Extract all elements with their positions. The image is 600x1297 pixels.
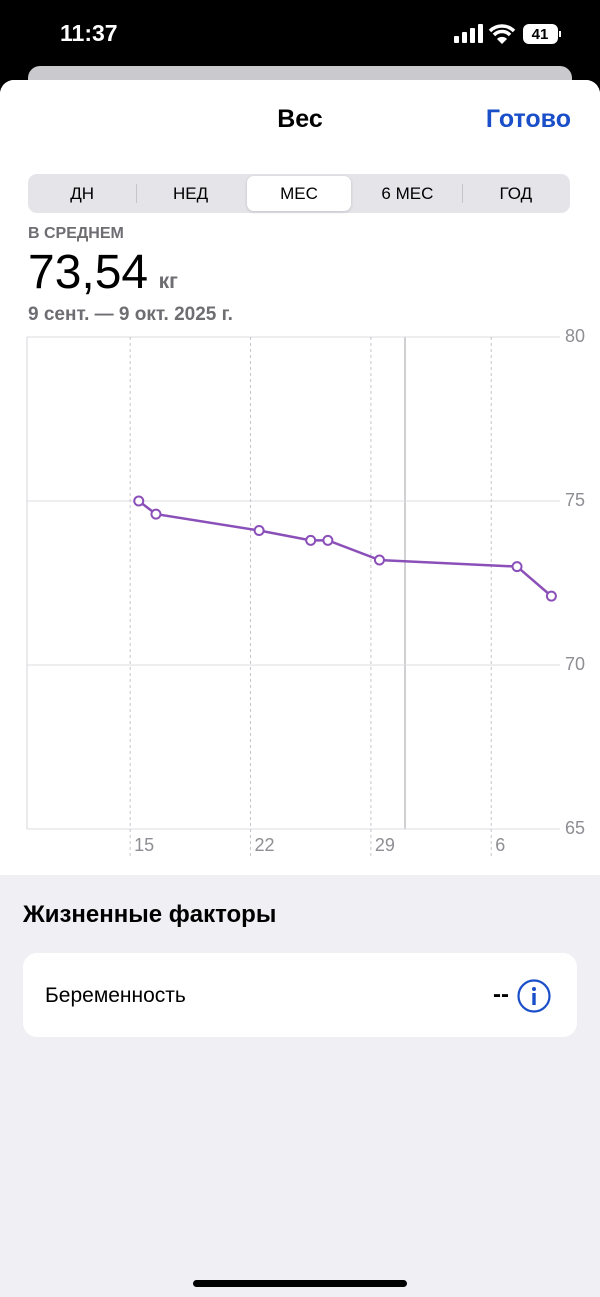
summary-value-row: 73,54 кг [28,245,178,300]
segmented-control: ДН НЕД МЕС 6 МЕС ГОД [28,174,570,213]
separator [136,184,138,203]
factors-title: Жизненные факторы [23,901,277,928]
title: Вес [277,105,323,133]
done-button[interactable]: Готово [485,105,571,133]
info-icon[interactable] [517,979,551,1013]
data-point [545,590,557,602]
y-tick-label: 70 [565,654,585,674]
time: 11:37 [60,20,118,46]
status-icons: 41 [454,24,561,44]
y-tick-label: 80 [565,326,585,346]
x-tick-label: 29 [375,835,395,855]
factor-row[interactable]: Беременность -- [23,953,577,1037]
factor-value: -- [493,981,509,1008]
segment[interactable]: ГОД [499,184,533,203]
summary-label: В СРЕДНЕМ [28,225,124,242]
segment[interactable]: ДН [70,184,95,203]
data-point [322,534,334,546]
data-point [253,525,265,537]
x-tick-label: 15 [134,835,154,855]
data-point [511,561,523,573]
x-tick-label: 22 [255,835,275,855]
factor-label: Беременность [45,984,186,1007]
data-point [133,495,145,507]
data-point [373,554,385,566]
y-tick-label: 75 [565,490,585,510]
segment[interactable]: 6 МЕС [381,184,434,203]
summary-range: 9 сент. — 9 окт. 2025 г. [28,304,233,325]
segment[interactable]: МЕС [246,176,352,211]
sheet: Вес Готово ДН НЕД МЕС 6 МЕС ГОД В СРЕДНЕМ 73… [0,80,600,1297]
separator [461,184,463,203]
data-point [305,534,317,546]
summary-unit: кг [158,270,178,293]
data-point [150,508,162,520]
summary-value: 73,54 [28,246,149,299]
chart: 65 70 75 80 15 22 29 6 [26,326,585,857]
data-line [137,500,553,598]
x-tick-label: 6 [495,835,505,855]
home-indicator [193,1280,407,1287]
segment[interactable]: НЕД [173,184,209,203]
battery-level: 41 [532,26,549,43]
y-tick-label: 65 [565,818,585,838]
status-bar: 11:37 41 [0,0,600,70]
